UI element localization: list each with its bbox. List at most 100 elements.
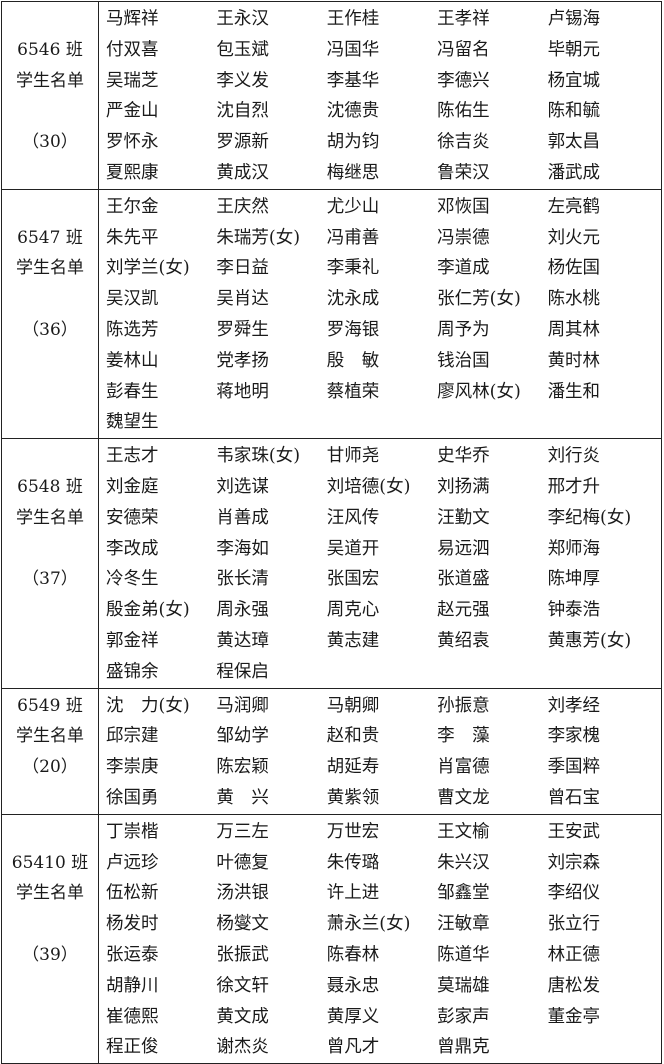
class-section: 6549 班学生名单 （20） 沈 力(女) 马润卿 马朝卿 孙振意 刘孝经 邱宗建 邹幼学 赵和… bbox=[2, 687, 661, 814]
student-name: 廖风林(女) bbox=[437, 381, 521, 402]
student-name: 罗源新 bbox=[216, 132, 269, 153]
student-name: 王孝祥 bbox=[437, 9, 490, 29]
student-name: 叶德复 bbox=[216, 852, 269, 873]
student-name: 黄成汉 bbox=[216, 162, 269, 183]
student-name: 聂永忠 bbox=[326, 975, 380, 996]
student-name: 冯甫善 bbox=[326, 227, 380, 248]
student-name: 韦家珠(女) bbox=[216, 446, 301, 467]
student-name: 张仁芳(女) bbox=[437, 289, 521, 310]
name-row: 姜林山 党孝扬 殷 敏 钱治国 黄时林 bbox=[99, 346, 661, 377]
class-label-cell: 6547 班学生名单 （36） bbox=[2, 189, 99, 439]
class-number: 65410 班 bbox=[11, 852, 89, 873]
student-name: 刘扬满 bbox=[437, 476, 490, 497]
student-name: 王尔金 bbox=[106, 196, 159, 217]
student-name: 汪敏章 bbox=[437, 914, 490, 935]
student-name: 刘火元 bbox=[547, 227, 601, 248]
student-name: 莫瑞雄 bbox=[437, 975, 490, 996]
student-name: 萧永兰(女) bbox=[326, 914, 411, 935]
student-name: 马辉祥 bbox=[106, 9, 159, 29]
student-name: 杨发时 bbox=[106, 914, 159, 935]
student-name: 夏熙康 bbox=[106, 162, 159, 183]
student-name: 陈水桃 bbox=[547, 289, 601, 310]
student-count: （36） bbox=[22, 319, 78, 340]
student-name: 周予为 bbox=[437, 319, 490, 340]
student-name: 李改成 bbox=[106, 538, 159, 559]
name-row: 胡静川 徐文轩 聂永忠 莫瑞雄 唐松发 bbox=[99, 971, 661, 1002]
student-name: 徐吉炎 bbox=[437, 132, 490, 153]
names-cell: 沈 力(女) 马润卿 马朝卿 孙振意 刘孝经 邱宗建 邹幼学 赵和贵 李 藻 李家槐 李崇庚 陈宏颖 胡… bbox=[99, 689, 661, 814]
name-row: 徐国勇 黄 兴 黄紫领 曹文龙 曾石宝 bbox=[99, 783, 661, 814]
student-name: 邹幼学 bbox=[216, 726, 269, 747]
student-name: 黄时林 bbox=[547, 350, 601, 371]
name-row: 冷冬生 张长清 张国宏 张道盛 陈坤厚 bbox=[99, 564, 661, 595]
name-row: 刘金庭 刘选谋 刘培德(女) 刘扬满 邢才升 bbox=[99, 472, 661, 503]
student-name: 冯留名 bbox=[437, 39, 490, 60]
student-name: 罗舜生 bbox=[216, 319, 269, 340]
student-name: 胡延寿 bbox=[326, 757, 380, 778]
student-name: 孙振意 bbox=[437, 695, 490, 716]
student-name: 汪勤文 bbox=[437, 507, 490, 528]
names-cell: 王志才 韦家珠(女) 甘师尧 史华乔 刘行炎 刘金庭 刘选谋 刘培德(女) 刘扬满 邢才升 安德荣 肖… bbox=[99, 439, 661, 687]
name-row: 伍松新 汤洪银 许上进 邹鑫堂 李绍仪 bbox=[99, 878, 661, 909]
list-title: 学生名单 bbox=[16, 883, 84, 904]
name-row: 魏望生 bbox=[99, 407, 661, 438]
student-name: 刘学兰(女) bbox=[106, 258, 190, 279]
class-section: 6546 班学生名单 （30） 马辉祥 王永汉 王作桂 王孝祥 卢锡海 付双喜 包玉斌 冯国华 冯留… bbox=[2, 2, 661, 189]
name-row: 崔德熙 黄文成 黄厚义 彭家声 董金亭 bbox=[99, 1002, 661, 1033]
student-name: 邹鑫堂 bbox=[437, 883, 490, 904]
student-name: 彭家声 bbox=[437, 1006, 490, 1027]
name-row: 李改成 李海如 吴道开 易远泗 郑师海 bbox=[99, 534, 661, 565]
student-name: 刘培德(女) bbox=[326, 476, 411, 497]
student-name: 鲁荣汉 bbox=[437, 162, 490, 183]
name-row: 王尔金 王庆然 尤少山 邓恢国 左亮鹤 bbox=[99, 192, 661, 223]
student-count: （37） bbox=[22, 569, 78, 590]
student-name: 陈春林 bbox=[326, 944, 380, 965]
student-name: 李 藻 bbox=[437, 726, 490, 747]
student-name: 陈坤厚 bbox=[547, 569, 601, 590]
student-name: 周永强 bbox=[216, 600, 269, 621]
name-row: 刘学兰(女) 李日益 李秉礼 李道成 杨佐国 bbox=[99, 253, 661, 284]
class-section: 6548 班学生名单 （37） 王志才 韦家珠(女) 甘师尧 史华乔 刘行炎 刘金庭 刘选谋 刘培… bbox=[2, 438, 661, 688]
student-name: 徐文轩 bbox=[216, 975, 269, 996]
student-name: 沈 力(女) bbox=[106, 695, 190, 716]
student-name: 梅继思 bbox=[326, 162, 380, 183]
student-name: 黄绍袁 bbox=[437, 630, 490, 651]
student-name: 左亮鹤 bbox=[547, 196, 601, 217]
student-name: 陈选芳 bbox=[106, 319, 159, 340]
student-name: 李义发 bbox=[216, 70, 269, 91]
student-name: 赵元强 bbox=[437, 600, 490, 621]
name-row: 盛锦余 程保启 bbox=[99, 657, 661, 688]
student-name: 李基华 bbox=[326, 70, 380, 91]
student-name: 丁崇楷 bbox=[106, 821, 159, 842]
name-row: 罗怀永 罗源新 胡为钧 徐吉炎 郭太昌 bbox=[99, 127, 661, 158]
student-name: 李海如 bbox=[216, 538, 269, 559]
student-name: 王志才 bbox=[106, 446, 159, 467]
student-name: 马朝卿 bbox=[326, 695, 380, 716]
student-name: 沈永成 bbox=[326, 289, 380, 310]
student-name: 盛锦余 bbox=[106, 661, 159, 682]
student-name: 许上进 bbox=[326, 883, 380, 904]
student-name: 朱传璐 bbox=[326, 852, 380, 873]
student-name: 王作桂 bbox=[326, 9, 380, 29]
list-title: 学生名单 bbox=[16, 70, 84, 91]
student-name: 黄厚义 bbox=[326, 1006, 380, 1027]
student-name: 肖富德 bbox=[437, 757, 490, 778]
student-name: 万三左 bbox=[216, 821, 269, 842]
student-name: 邱宗建 bbox=[106, 726, 159, 747]
class-label-cell: 6546 班学生名单 （30） bbox=[2, 2, 99, 189]
student-name: 严金山 bbox=[106, 101, 159, 122]
class-label-cell: 65410 班学生名单 （39） bbox=[2, 814, 99, 1064]
student-name: 王庆然 bbox=[216, 196, 269, 217]
student-name: 胡为钧 bbox=[326, 132, 380, 153]
class-number: 6546 班 bbox=[17, 39, 83, 60]
student-name: 周其林 bbox=[547, 319, 601, 340]
student-name: 王永汉 bbox=[216, 9, 269, 29]
name-row: 严金山 沈自烈 沈德贵 陈佑生 陈和毓 bbox=[99, 96, 661, 127]
student-name: 林正德 bbox=[547, 944, 601, 965]
student-name: 张振武 bbox=[216, 944, 269, 965]
student-name: 朱瑞芳(女) bbox=[216, 227, 301, 248]
student-name: 冷冬生 bbox=[106, 569, 159, 590]
student-name: 沈德贵 bbox=[326, 101, 380, 122]
student-name: 张国宏 bbox=[326, 569, 380, 590]
student-name: 冯国华 bbox=[326, 39, 380, 60]
